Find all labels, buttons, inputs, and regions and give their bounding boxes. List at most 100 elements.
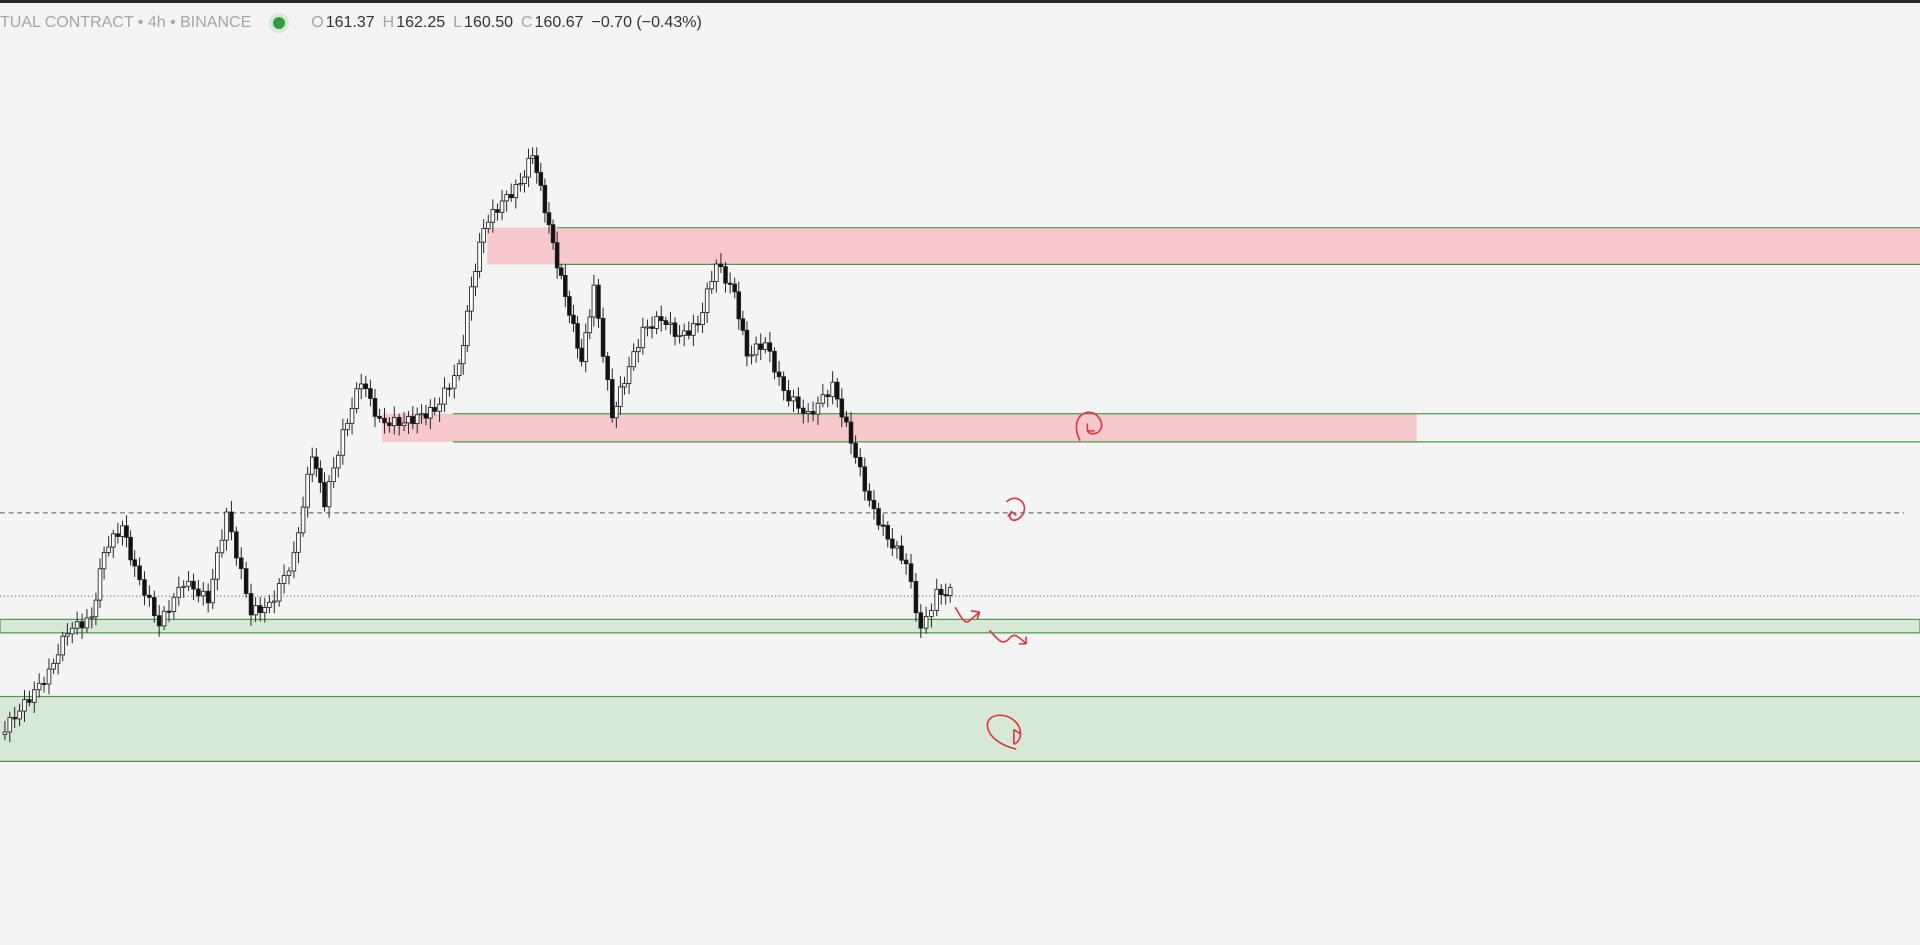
- candle: [681, 330, 687, 336]
- ohlc-label: O: [311, 14, 324, 31]
- candle: [477, 241, 482, 272]
- candle: [382, 417, 387, 424]
- candle: [605, 355, 610, 380]
- candle: [947, 587, 953, 596]
- candle: [137, 565, 142, 581]
- candle: [262, 607, 268, 614]
- candle: [186, 580, 191, 587]
- candle: [908, 563, 914, 582]
- candle: [36, 682, 42, 691]
- candle: [513, 184, 519, 199]
- candle: [857, 456, 863, 468]
- candle: [636, 347, 641, 353]
- candle: [84, 617, 90, 629]
- candle: [372, 398, 378, 417]
- candle: [631, 351, 636, 368]
- candle: [736, 291, 742, 320]
- candle: [563, 274, 568, 298]
- candle: [322, 482, 327, 508]
- candle: [281, 575, 287, 584]
- candle: [583, 332, 588, 362]
- candle: [579, 347, 584, 362]
- candle: [224, 511, 229, 541]
- candle: [51, 662, 56, 670]
- candle: [649, 326, 655, 329]
- candle: [772, 350, 777, 373]
- candle: [732, 283, 737, 293]
- ohlc-label: H: [382, 14, 395, 31]
- candle: [499, 200, 505, 213]
- candle: [358, 383, 364, 390]
- candle: [554, 242, 560, 269]
- top-border: [0, 0, 1920, 3]
- candle: [248, 593, 254, 616]
- candle: [461, 345, 466, 365]
- candle: [401, 422, 407, 426]
- candle: [447, 387, 452, 390]
- candle: [899, 545, 904, 561]
- drawing: [1005, 497, 1026, 521]
- candle: [406, 416, 411, 424]
- candle: [257, 605, 263, 614]
- candle: [867, 490, 872, 501]
- candle: [801, 407, 806, 414]
- candle: [65, 633, 70, 637]
- candle: [663, 320, 669, 325]
- candle: [530, 155, 535, 159]
- candle: [727, 282, 733, 285]
- candle: [363, 383, 369, 390]
- candle: [215, 552, 220, 580]
- candle: [234, 531, 239, 559]
- candle: [219, 539, 225, 554]
- demand-zone: [0, 618, 1920, 634]
- candle: [336, 454, 341, 469]
- candle: [550, 224, 556, 244]
- candle: [805, 411, 811, 414]
- candle: [442, 387, 447, 405]
- candle: [508, 194, 514, 199]
- candle: [89, 616, 95, 619]
- candle: [894, 545, 900, 549]
- candle: [587, 316, 593, 334]
- candle: [176, 586, 182, 598]
- candle: [844, 416, 849, 423]
- candle: [469, 286, 474, 312]
- candle: [345, 422, 350, 431]
- candle: [392, 416, 397, 427]
- candle: [314, 456, 319, 469]
- candle: [622, 382, 627, 388]
- candle: [309, 456, 315, 475]
- candle: [591, 284, 597, 318]
- candle: [546, 212, 552, 226]
- candle: [229, 511, 234, 533]
- ohlc-value: 160.67: [534, 14, 584, 31]
- candle: [839, 398, 845, 418]
- change: −0.70 (−0.43%): [591, 14, 702, 31]
- candle: [609, 379, 615, 419]
- candle: [181, 585, 186, 588]
- candle: [210, 578, 216, 604]
- candle: [128, 536, 133, 561]
- ohlc-label: L: [453, 14, 463, 31]
- candle: [152, 597, 157, 617]
- candle: [767, 342, 773, 352]
- candle: [744, 329, 750, 357]
- candle: [69, 627, 75, 635]
- ohlc-value: 161.37: [325, 14, 375, 31]
- candle: [723, 266, 728, 284]
- candle: [22, 699, 27, 712]
- candle: [305, 473, 310, 508]
- candle: [423, 413, 429, 419]
- candle: [654, 316, 659, 329]
- ohlc-value: 162.25: [396, 14, 446, 31]
- candle: [286, 570, 292, 576]
- candle: [142, 579, 147, 596]
- candle: [410, 416, 416, 425]
- candle: [276, 583, 282, 602]
- candle: [913, 581, 919, 614]
- candle: [437, 403, 442, 412]
- candle: [538, 172, 544, 186]
- drawing: [986, 714, 1022, 750]
